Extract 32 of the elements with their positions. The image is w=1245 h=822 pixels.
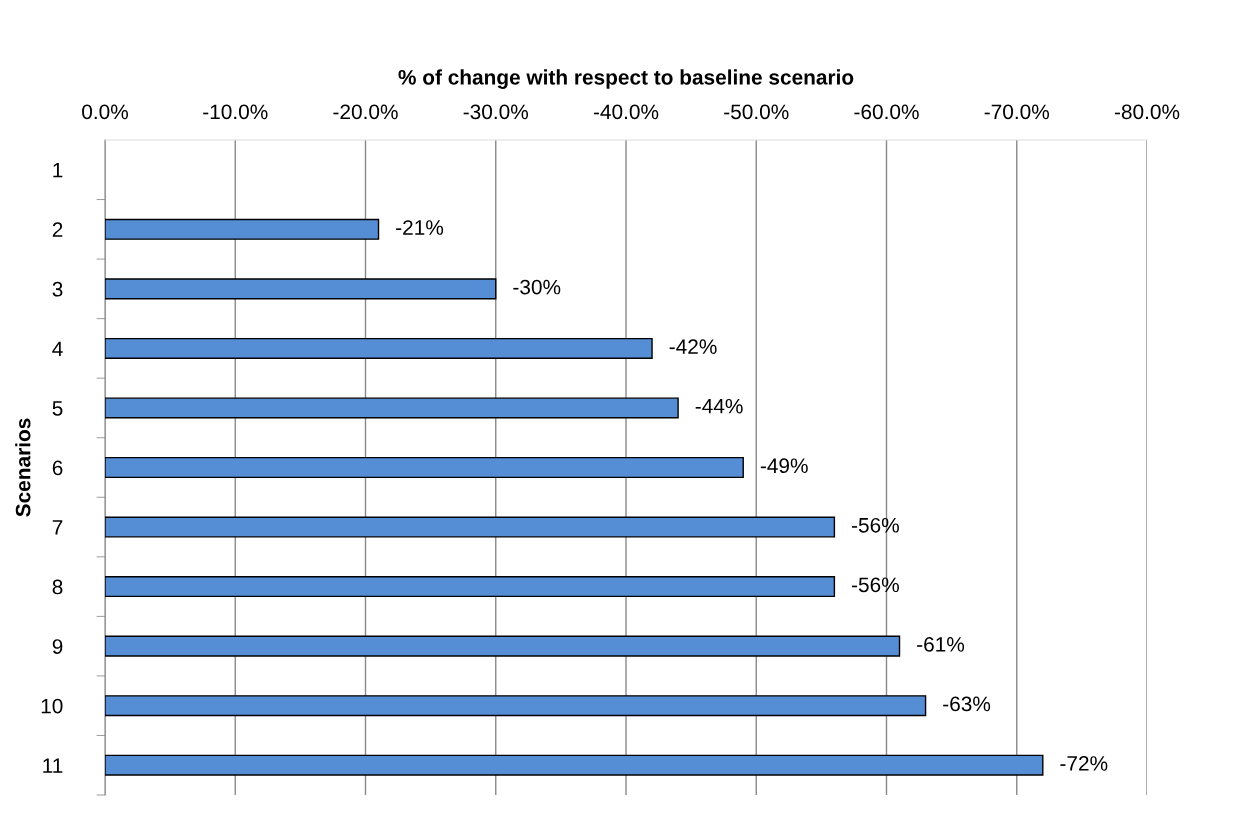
y-axis-title: Scenarios — [15, 418, 31, 517]
x-tick-label: -60.0% — [854, 104, 919, 120]
data-label: -56% — [851, 517, 899, 533]
y-tick-label: 11 — [43, 758, 63, 773]
data-label: -49% — [760, 458, 808, 474]
x-tick-label: -70.0% — [984, 104, 1050, 120]
y-tick-label: 3 — [52, 281, 63, 297]
x-tick-label: 0.0% — [82, 104, 128, 120]
y-tick-label: 8 — [52, 579, 63, 595]
y-tick-label: 7 — [52, 520, 63, 535]
data-label: -44% — [695, 398, 743, 414]
data-label: -56% — [851, 577, 899, 593]
y-tick-label: 4 — [52, 341, 63, 356]
x-tick-label: -30.0% — [463, 104, 529, 120]
data-label: -21% — [396, 220, 444, 235]
data-label: -42% — [669, 339, 717, 354]
x-axis-title: % of change with respect to baseline scenario — [398, 69, 854, 89]
x-tick-label: -10.0% — [203, 104, 268, 120]
x-tick-label: -40.0% — [593, 104, 659, 120]
y-tick-label: 5 — [52, 401, 63, 416]
x-tick-label: -80.0% — [1114, 104, 1180, 120]
x-tick-label: -20.0% — [333, 104, 398, 120]
x-tick-label: -50.0% — [724, 104, 789, 120]
data-label: -63% — [943, 696, 991, 712]
data-label: -72% — [1060, 756, 1108, 771]
y-tick-label: 10 — [41, 698, 63, 714]
y-tick-label: 2 — [52, 222, 63, 237]
data-label: -30% — [513, 279, 561, 295]
y-tick-label: 9 — [52, 639, 63, 654]
y-tick-label: 1 — [53, 162, 63, 178]
y-tick-label: 6 — [52, 460, 63, 476]
data-label: -61% — [917, 636, 965, 652]
